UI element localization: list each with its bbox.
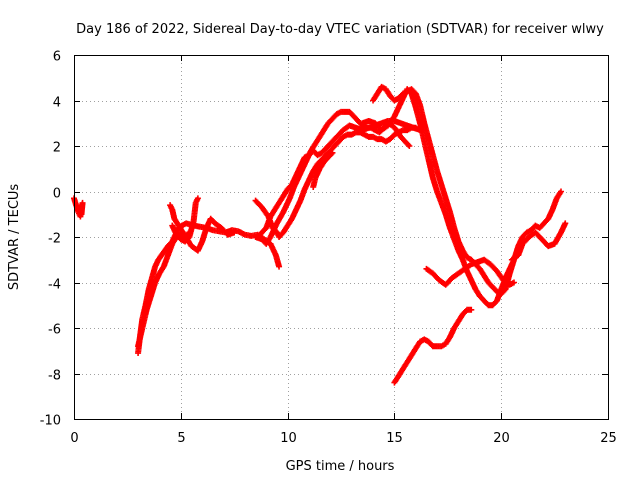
x-tick-label: 10	[280, 431, 297, 446]
series-arc-14	[508, 220, 569, 263]
y-tick-label: 2	[53, 141, 61, 156]
data-point	[231, 229, 238, 236]
x-axis-label: GPS time / hours	[286, 459, 395, 474]
y-tick-label: -10	[40, 414, 61, 429]
data-point	[468, 306, 475, 313]
axis-ticks	[74, 55, 609, 420]
data-point	[511, 279, 518, 286]
series-arc-1	[71, 195, 86, 220]
series-arc-4	[169, 195, 201, 245]
y-axis-label: SDTVAR / TECUs	[7, 184, 22, 291]
data-point	[276, 263, 283, 270]
series-arc-13	[391, 306, 475, 386]
data-point	[329, 149, 336, 156]
series-arc-5	[167, 202, 238, 254]
x-tick-label: 25	[600, 431, 617, 446]
series-arc-11	[359, 86, 518, 309]
x-tick-label: 15	[386, 431, 403, 446]
series-arc-12	[423, 256, 518, 288]
data-point	[562, 220, 569, 227]
y-tick-label: 6	[53, 50, 61, 65]
y-tick-label: -6	[48, 323, 61, 338]
series-arc-9	[310, 149, 336, 190]
series-arc-3	[135, 229, 193, 350]
y-tick-label: -8	[48, 369, 61, 384]
data-points	[71, 83, 569, 386]
data-point	[194, 195, 201, 202]
x-tick-label: 0	[70, 431, 78, 446]
x-tick-label: 5	[177, 431, 185, 446]
data-point	[558, 188, 565, 195]
x-tick-label: 20	[493, 431, 510, 446]
y-tick-label: -2	[48, 232, 61, 247]
series-arc-8	[252, 108, 413, 247]
data-point	[328, 150, 335, 157]
y-tick-label: 0	[53, 187, 61, 202]
chart-title: Day 186 of 2022, Sidereal Day-to-day VTE…	[76, 22, 604, 37]
data-point	[406, 143, 413, 149]
y-tick-label: -4	[48, 278, 61, 293]
data-point	[405, 141, 412, 148]
tick-labels: 0 5 10 15 20 25 -10 -8 -6 -4 -2 0 2 4 6	[40, 50, 617, 447]
y-tick-label: 4	[53, 96, 61, 111]
data-point	[78, 211, 85, 218]
